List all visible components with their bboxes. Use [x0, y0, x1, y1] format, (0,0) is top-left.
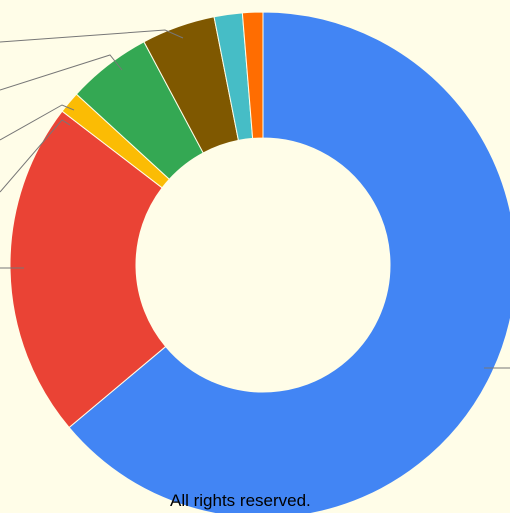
leader-line — [0, 54, 123, 91]
leader-line — [0, 119, 71, 193]
donut-slice — [9, 110, 167, 429]
leader-line — [0, 29, 184, 43]
leader-lines — [0, 29, 510, 369]
leader-line — [0, 104, 75, 141]
donut — [9, 11, 510, 513]
donut-slice — [241, 11, 264, 139]
footer: All rights reserved. — [170, 491, 311, 510]
donut-slice — [68, 11, 510, 513]
